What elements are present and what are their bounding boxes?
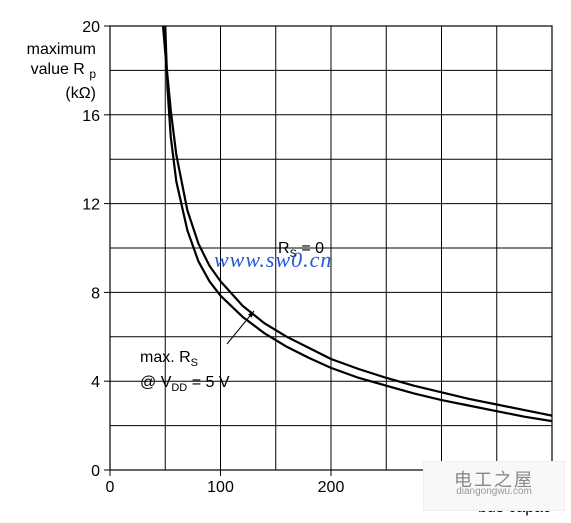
svg-text:8: 8 [91,285,100,302]
svg-text:0: 0 [91,463,100,480]
svg-text:12: 12 [82,197,100,214]
y-axis-title-line2: value R [31,61,85,78]
svg-text:0: 0 [106,479,115,496]
annotation-rs-max: max. RS@ VDD = 5 V [140,348,230,398]
chart-container: 0100200300400048121620 maximum value R p… [0,0,571,523]
svg-text:200: 200 [318,479,345,496]
y-axis-title-line1: maximum [27,41,96,58]
corner-watermark-line2: diangongwu.com [456,486,532,498]
corner-watermark: 电工之屋 diangongwu.com [423,461,565,511]
svg-text:16: 16 [82,108,100,125]
y-axis-title-sub: p [89,67,96,81]
svg-text:20: 20 [82,19,100,36]
y-axis-title: maximum value R p (kΩ) [6,40,96,104]
svg-text:4: 4 [91,374,100,391]
svg-text:100: 100 [207,479,234,496]
y-axis-title-line3: (kΩ) [65,85,96,102]
corner-watermark-line1: 电工之屋 [454,474,534,486]
watermark-link: www.sw0.cn [214,247,332,273]
